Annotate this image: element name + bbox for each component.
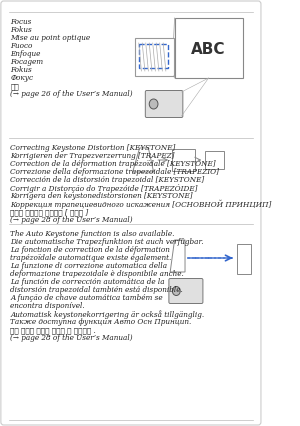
Bar [237,244,251,274]
Circle shape [172,287,180,296]
Text: trapézoïdale automatique existe également.: trapézoïdale automatique existe égalemen… [11,254,172,262]
Text: Korrigieren der Trapezverzerrung [TRAPEZ]: Korrigieren der Trapezverzerrung [TRAPEZ… [11,152,175,160]
Text: Mise au point optique: Mise au point optique [11,34,91,42]
Text: Corrección de la distorsión trapezoidal [KEYSTONE]: Corrección de la distorsión trapezoidal … [11,176,205,184]
Text: Коррекция трапециевидного искажения [ОСНОВНОЙ ПРИНЦИП]: Коррекция трапециевидного искажения [ОСН… [11,200,272,209]
Text: The Auto Keystone function is also available.: The Auto Keystone function is also avail… [11,230,175,238]
Text: Focagem: Focagem [11,58,43,66]
Text: Correcting Keystone Distortion [KEYSTONE]: Correcting Keystone Distortion [KEYSTONE… [11,144,176,152]
Text: Focus: Focus [11,18,32,26]
Text: (→ page 28 of the User’s Manual): (→ page 28 of the User’s Manual) [11,216,133,224]
Text: A função de chave automática também se: A função de chave automática também se [11,294,163,302]
Bar [139,44,168,68]
Bar [205,151,224,169]
Text: Enfoque: Enfoque [11,50,41,58]
Text: (→ page 28 of the User’s Manual): (→ page 28 of the User’s Manual) [11,334,133,342]
FancyBboxPatch shape [1,1,261,425]
Text: 초점: 초점 [11,82,19,90]
Polygon shape [170,240,185,272]
Text: distorsión trapezoidal también está disponible.: distorsión trapezoidal también está disp… [11,286,183,294]
Text: encontra disponível.: encontra disponível. [11,302,85,310]
Text: Fokus: Fokus [11,66,32,74]
Text: La función de corrección automática de la: La función de corrección automática de l… [11,278,165,286]
Polygon shape [133,148,154,172]
Text: La funzione di correzione automatica della: La funzione di correzione automatica del… [11,262,168,270]
FancyBboxPatch shape [145,90,183,118]
Bar [135,38,174,76]
Text: Correction de la déformation trapézoïdale [KEYSTONE]: Correction de la déformation trapézoïdal… [11,160,216,168]
Text: 자동 키스톤 기능도 이용할 수 있습니다 .: 자동 키스톤 기능도 이용할 수 있습니다 . [11,326,96,334]
Text: Automatisk keystonekorrigering är också tillgänglig.: Automatisk keystonekorrigering är också … [11,310,205,319]
Bar [172,149,195,171]
Text: 키스톤 일그러짐 바로잡기 [ 키스톤 ]: 키스톤 일그러짐 바로잡기 [ 키스톤 ] [11,208,89,216]
Bar [175,18,243,78]
Text: Fuoco: Fuoco [11,42,33,50]
FancyBboxPatch shape [169,279,203,303]
Text: Также доступна функция Авто Осн Принцип.: Также доступна функция Авто Осн Принцип. [11,318,192,326]
Circle shape [149,99,158,109]
Text: Corrigir a Distorção do Trapezóide [TRAPEZÓIDE]: Corrigir a Distorção do Trapezóide [TRAP… [11,184,198,193]
Text: (→ page 26 of the User’s Manual): (→ page 26 of the User’s Manual) [11,90,133,98]
Text: La fonction de correction de la déformation: La fonction de correction de la déformat… [11,246,170,254]
Text: Correzione della deformazione trapezoidale [TRAPEZIO]: Correzione della deformazione trapezoida… [11,168,220,176]
Text: ABC: ABC [191,43,226,58]
Text: deformazione trapezoidale è disponibile anche.: deformazione trapezoidale è disponibile … [11,270,184,278]
Text: Фокус: Фокус [11,74,34,82]
Text: Fokus: Fokus [11,26,32,34]
Text: Korrigera den keystonedistorsionen [KEYSTONE]: Korrigera den keystonedistorsionen [KEYS… [11,192,193,200]
Text: Die automatische Trapezfunktion ist auch verfügbar.: Die automatische Trapezfunktion ist auch… [11,238,204,246]
